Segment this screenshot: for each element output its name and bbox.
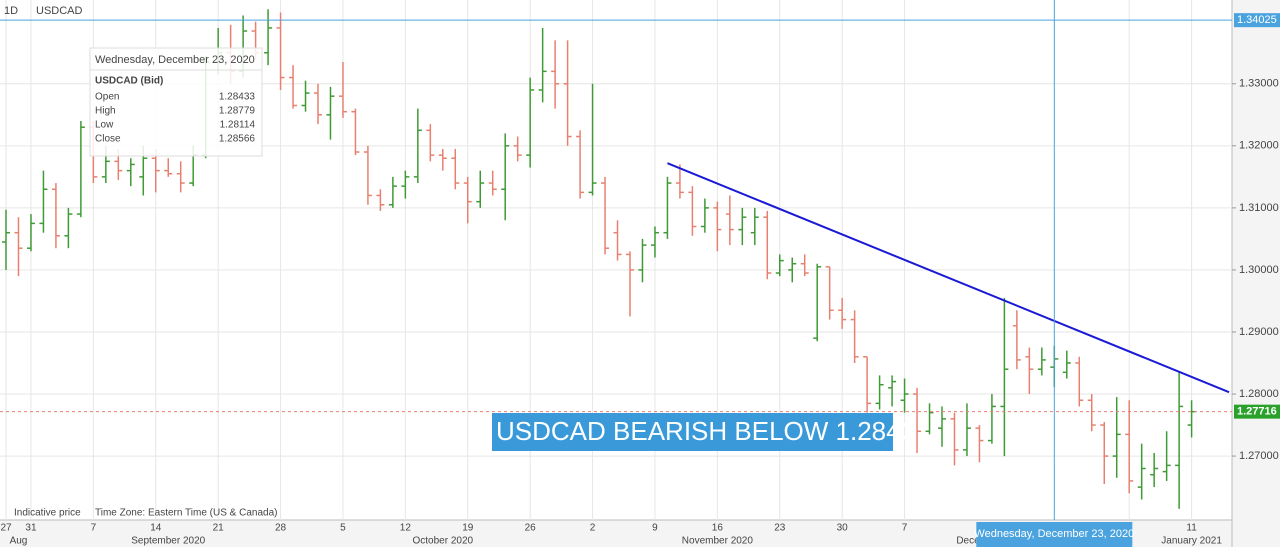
y-tick-label: 1.33000 <box>1239 78 1279 90</box>
month-label: October 2020 <box>412 536 473 547</box>
tooltip-value: 1.28114 <box>220 120 256 131</box>
footer-note: Indicative price <box>14 508 81 519</box>
x-tick-label: 16 <box>712 523 724 534</box>
interval: 1D <box>4 5 18 17</box>
tooltip-label: High <box>95 106 116 117</box>
month-label: November 2020 <box>682 536 754 547</box>
tooltip-label: Close <box>95 134 121 145</box>
x-tick-label: 23 <box>774 523 786 534</box>
tooltip-date: Wednesday, December 23, 2020 <box>95 54 255 66</box>
crosshair-price-label: 1.34025 <box>1237 14 1277 26</box>
x-tick-label: 7 <box>91 523 97 534</box>
x-tick-label: 9 <box>652 523 658 534</box>
x-tick-label: 12 <box>400 523 412 534</box>
last-price-label: 1.27716 <box>1237 406 1277 418</box>
tooltip-label: Open <box>95 92 119 103</box>
symbol: USDCAD <box>36 5 83 17</box>
month-label: January 2021 <box>1161 536 1222 547</box>
last-price-box <box>1234 404 1280 419</box>
crosshair-price-box <box>1234 13 1280 28</box>
x-tick-label: 21 <box>213 523 225 534</box>
x-tick-label: 2 <box>590 523 596 534</box>
tooltip-value: 1.28433 <box>219 92 256 103</box>
month-label: Aug <box>10 536 28 547</box>
y-tick-label: 1.32000 <box>1239 140 1279 152</box>
y-tick-label: 1.28000 <box>1239 388 1279 400</box>
y-axis-band <box>1232 0 1280 547</box>
crosshair-date-label: Wednesday, December 23, 2020 <box>974 528 1134 540</box>
y-tick-label: 1.31000 <box>1239 202 1279 214</box>
x-tick-label: 31 <box>25 523 37 534</box>
annotation-box <box>492 413 893 451</box>
y-tick-label: 1.29000 <box>1239 326 1279 338</box>
footer-timezone: Time Zone: Eastern Time (US & Canada) <box>95 508 277 519</box>
y-tick-label: 1.27000 <box>1239 450 1279 462</box>
trendline <box>667 162 1230 394</box>
tooltip-value: 1.28779 <box>219 106 256 117</box>
crosshair-date-box <box>976 522 1133 547</box>
tooltip-value: 1.28566 <box>219 134 256 145</box>
x-tick-label: 28 <box>275 523 287 534</box>
tooltip-box <box>89 47 263 157</box>
tooltip-label: Low <box>95 120 114 131</box>
bars <box>2 9 1196 509</box>
tooltip-title: USDCAD (Bid) <box>95 76 163 87</box>
month-label: September 2020 <box>131 536 205 547</box>
x-tick-label: 26 <box>525 523 537 534</box>
annotation: USDCAD BEARISH BELOW 1.2840 <box>496 416 915 446</box>
x-tick-label: 11 <box>1186 523 1197 534</box>
x-tick-label: 27 <box>0 523 12 534</box>
x-tick-label: 19 <box>462 523 474 534</box>
x-tick-label: 7 <box>902 523 908 534</box>
x-tick-label: 5 <box>340 523 346 534</box>
x-tick-label: 30 <box>837 523 849 534</box>
y-tick-label: 1.30000 <box>1239 264 1279 276</box>
x-tick-label: 14 <box>150 523 162 534</box>
